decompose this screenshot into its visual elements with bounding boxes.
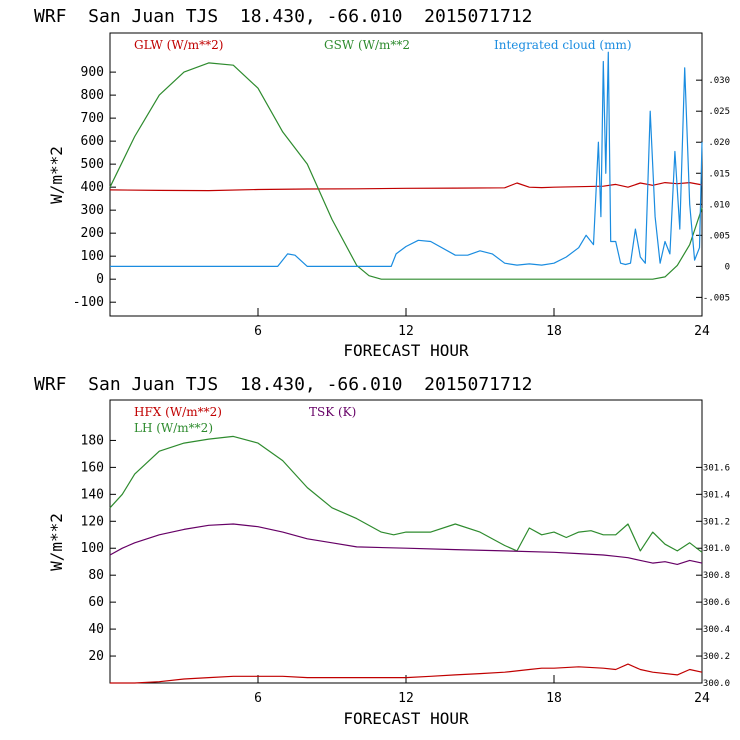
series-lines <box>109 51 703 280</box>
y2-tick-label: .015 <box>708 169 730 179</box>
panel-top: WRF San Juan TJS 18.430, -66.010 2015071… <box>34 6 730 360</box>
y2-tick-label: 301.0 <box>703 544 730 554</box>
y-tick-label: 180 <box>81 433 104 448</box>
series-line-tsk <box>109 523 703 566</box>
plot-frame <box>109 32 703 317</box>
x-tick-label: 6 <box>254 324 262 339</box>
x-axis-label: FORECAST HOUR <box>343 709 469 728</box>
y2-tick-label: 300.2 <box>703 652 730 662</box>
y2-tick-label: .005 <box>708 231 730 241</box>
y2-tick-label: .025 <box>708 107 730 117</box>
legend-gsw: GSW (W/m**2 <box>324 38 410 52</box>
legend-cloud: Integrated cloud (mm) <box>494 38 632 52</box>
y2-tick-label: 301.4 <box>703 490 730 500</box>
x-tick-label: 6 <box>254 691 262 706</box>
y-tick-label: 100 <box>81 541 104 556</box>
y-tick-label: 800 <box>81 88 104 103</box>
chart-title: WRF San Juan TJS 18.430, -66.010 2015071… <box>34 374 533 395</box>
x-tick-label: 24 <box>694 324 710 339</box>
y-tick-label: 60 <box>88 595 104 610</box>
y-tick-label: -100 <box>73 295 104 310</box>
y-tick-label: 40 <box>88 622 104 637</box>
x-tick-label: 24 <box>694 691 710 706</box>
y2-tick-label: 300.4 <box>703 625 730 635</box>
plot-frame <box>109 399 703 684</box>
legend-tsk: TSK (K) <box>309 405 356 419</box>
y2-tick-label: .030 <box>708 76 730 86</box>
x-tick-label: 12 <box>398 324 414 339</box>
panel-bottom: WRF San Juan TJS 18.430, -66.010 2015071… <box>34 374 730 728</box>
y2-tick-label: 0 <box>725 262 730 272</box>
y-axis: -100 0 100 200 300 400 500 600 700 800 900 <box>73 65 116 310</box>
y2-axis: 300.0 300.2 300.4 300.6 300.8 301.0 301.2 301.4… <box>696 463 730 689</box>
y-tick-label: 700 <box>81 111 104 126</box>
x-tick-label: 18 <box>546 691 562 706</box>
y2-tick-label: 300.6 <box>703 598 730 608</box>
y-tick-label: 400 <box>81 180 104 195</box>
series-line-integrated <box>110 51 703 267</box>
y-tick-label: 300 <box>81 203 104 218</box>
y-tick-label: 100 <box>81 249 104 264</box>
series-line-hfx <box>110 663 703 684</box>
y-tick-label: 160 <box>81 460 104 475</box>
x-axis-label: FORECAST HOUR <box>343 341 469 360</box>
y-tick-label: 900 <box>81 65 104 80</box>
x-tick-label: 12 <box>398 691 414 706</box>
y2-tick-label: 301.2 <box>703 517 730 527</box>
series-line-gsw <box>109 62 703 280</box>
y2-axis: -.005 0 .005 .010 .015 .020 .025 .030 <box>696 76 730 303</box>
y2-tick-label: .020 <box>708 138 730 148</box>
legend-glw: GLW (W/m**2) <box>134 38 223 52</box>
y-tick-label: 140 <box>81 487 104 502</box>
legend-hfx: HFX (W/m**2) <box>134 405 222 419</box>
y2-tick-label: 300.0 <box>703 679 730 689</box>
x-axis: 6 12 18 24 <box>254 675 710 706</box>
chart-title: WRF San Juan TJS 18.430, -66.010 2015071… <box>34 6 533 27</box>
y2-tick-label: .010 <box>708 200 730 210</box>
y2-tick-label: 301.6 <box>703 463 730 473</box>
series-lines <box>109 435 703 684</box>
y-tick-label: 600 <box>81 134 104 149</box>
y-tick-label: 200 <box>81 226 104 241</box>
y-tick-label: 20 <box>88 649 104 664</box>
y-axis: 20 40 60 80 100 120 140 160 180 <box>81 433 116 664</box>
y-tick-label: 80 <box>88 568 104 583</box>
x-tick-label: 18 <box>546 324 562 339</box>
series-line-lh <box>109 435 703 553</box>
x-axis: 6 12 18 24 <box>254 308 710 339</box>
y2-tick-label: -.005 <box>703 293 730 303</box>
y-axis-label: W/m**2 <box>47 513 66 571</box>
legend-lh: LH (W/m**2) <box>134 421 213 435</box>
y2-tick-label: 300.8 <box>703 571 730 581</box>
y-tick-label: 120 <box>81 514 104 529</box>
y-tick-label: 0 <box>96 272 104 287</box>
series-line-glw <box>109 182 703 192</box>
y-axis-label: W/m**2 <box>47 146 66 204</box>
y-tick-label: 500 <box>81 157 104 172</box>
